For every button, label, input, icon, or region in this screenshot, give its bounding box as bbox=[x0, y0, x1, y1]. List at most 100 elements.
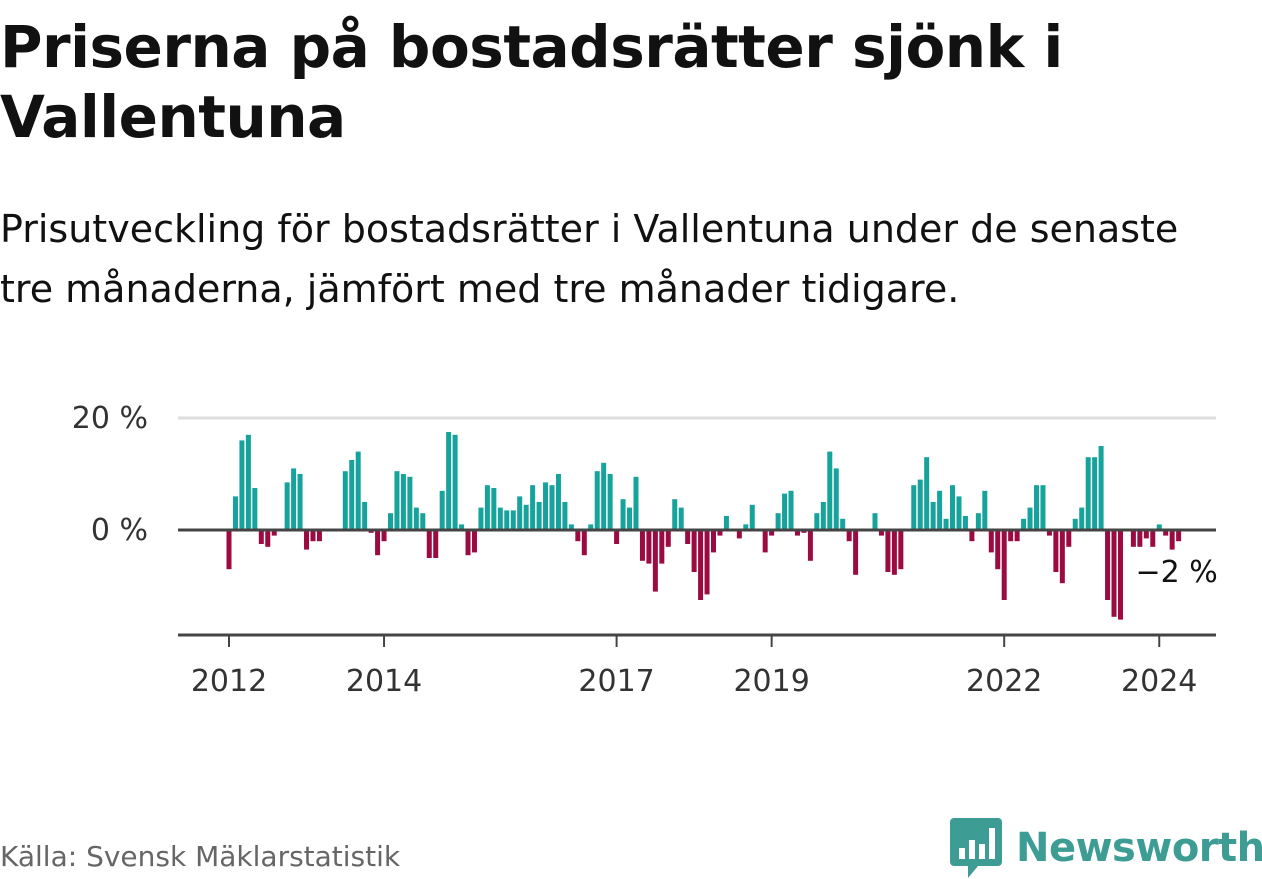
bar-negative bbox=[807, 530, 813, 561]
bar-negative bbox=[846, 530, 852, 542]
bar-negative bbox=[639, 530, 645, 561]
brand-logo: Newsworthy bbox=[950, 818, 1262, 878]
bar-positive bbox=[588, 524, 594, 530]
bar-positive bbox=[452, 434, 458, 530]
chart-title: Priserna på bostadsrätter sjönk i Vallen… bbox=[0, 13, 1063, 151]
newsworthy-logo-icon bbox=[950, 818, 1002, 878]
bar-positive bbox=[284, 482, 290, 530]
bar-positive bbox=[601, 462, 607, 530]
bar-positive bbox=[1072, 518, 1078, 530]
bar-negative bbox=[1014, 530, 1020, 542]
bar-positive bbox=[962, 516, 968, 530]
bar-negative bbox=[1137, 530, 1143, 547]
bar-positive bbox=[833, 468, 839, 530]
x-tick-label: 2022 bbox=[966, 664, 1042, 699]
bar-positive bbox=[400, 474, 406, 530]
bar-negative bbox=[1143, 530, 1149, 539]
bar-positive bbox=[1034, 485, 1039, 530]
bar-positive bbox=[627, 507, 633, 530]
bar-positive bbox=[491, 488, 497, 530]
x-tick-label: 2024 bbox=[1121, 664, 1197, 699]
bar-negative bbox=[265, 530, 271, 547]
y-tick-label: 20 % bbox=[72, 401, 148, 436]
bar-negative bbox=[665, 530, 671, 547]
bar-positive bbox=[478, 507, 484, 530]
bar-positive bbox=[523, 504, 529, 530]
bar-negative bbox=[995, 530, 1001, 570]
bar-negative bbox=[1066, 530, 1072, 547]
x-tick-label: 2012 bbox=[191, 664, 267, 699]
bar-positive bbox=[1092, 457, 1098, 530]
bar-positive bbox=[388, 513, 393, 530]
bar-positive bbox=[394, 471, 400, 530]
x-tick-label: 2017 bbox=[578, 664, 654, 699]
bar-positive bbox=[568, 524, 574, 530]
bar-negative bbox=[762, 530, 768, 553]
bar-positive bbox=[504, 510, 510, 530]
bar-negative bbox=[433, 530, 439, 558]
bar-negative bbox=[581, 530, 587, 556]
brand-name: Newsworthy bbox=[1016, 825, 1262, 871]
bar-positive bbox=[349, 460, 355, 530]
bar-negative bbox=[1117, 530, 1123, 620]
x-tick-label: 2019 bbox=[733, 664, 809, 699]
bar-negative bbox=[885, 530, 891, 572]
bar-negative bbox=[258, 530, 264, 544]
bar-negative bbox=[226, 530, 232, 570]
bar-positive bbox=[517, 496, 523, 530]
bar-positive bbox=[678, 507, 684, 530]
bar-positive bbox=[775, 513, 781, 530]
y-tick-label: 0 % bbox=[91, 513, 148, 548]
bar-negative bbox=[652, 530, 658, 592]
bar-negative bbox=[381, 530, 387, 542]
bar-positive bbox=[1040, 485, 1046, 530]
last-value-label: −2 % bbox=[1135, 555, 1217, 590]
bar-negative bbox=[471, 530, 477, 553]
bar-negative bbox=[698, 530, 704, 600]
bar-positive bbox=[594, 471, 600, 530]
bar-negative bbox=[969, 530, 975, 542]
bar-positive bbox=[291, 468, 297, 530]
bar-positive bbox=[407, 476, 413, 530]
bar-positive bbox=[950, 485, 956, 530]
bar-positive bbox=[497, 507, 503, 530]
bar-positive bbox=[749, 504, 755, 530]
bar-negative bbox=[1053, 530, 1059, 572]
bar-positive bbox=[484, 485, 490, 530]
bar-positive bbox=[743, 524, 749, 530]
bar-positive bbox=[917, 479, 923, 530]
bar-positive bbox=[1098, 446, 1104, 530]
bar-positive bbox=[297, 474, 303, 530]
bar-positive bbox=[672, 499, 678, 530]
bar-negative bbox=[1169, 530, 1175, 550]
bar-positive bbox=[982, 490, 988, 530]
bar-positive bbox=[232, 496, 238, 530]
bar-positive bbox=[975, 513, 981, 530]
bar-negative bbox=[988, 530, 994, 553]
bar-negative bbox=[1111, 530, 1117, 617]
bar-negative bbox=[853, 530, 859, 575]
bar-positive bbox=[1085, 457, 1091, 530]
bar-negative bbox=[736, 530, 742, 539]
bar-negative bbox=[1059, 530, 1065, 584]
bar-positive bbox=[911, 485, 917, 530]
bar-negative bbox=[1163, 530, 1169, 536]
bar-positive bbox=[782, 493, 788, 530]
bar-positive bbox=[1027, 507, 1033, 530]
bar-positive bbox=[937, 490, 943, 530]
bar-negative bbox=[691, 530, 697, 572]
bar-positive bbox=[510, 510, 516, 530]
bar-positive bbox=[943, 518, 949, 530]
bar-positive bbox=[439, 490, 445, 530]
bar-negative bbox=[316, 530, 322, 542]
bar-positive bbox=[956, 496, 962, 530]
bar-positive bbox=[723, 516, 729, 530]
bar-positive bbox=[362, 502, 368, 530]
bar-negative bbox=[794, 530, 800, 536]
bar-positive bbox=[924, 457, 930, 530]
bar-negative bbox=[1176, 530, 1182, 542]
bar-negative bbox=[646, 530, 652, 564]
bar-positive bbox=[420, 513, 426, 530]
bar-negative bbox=[659, 530, 665, 564]
bar-negative bbox=[878, 530, 884, 536]
